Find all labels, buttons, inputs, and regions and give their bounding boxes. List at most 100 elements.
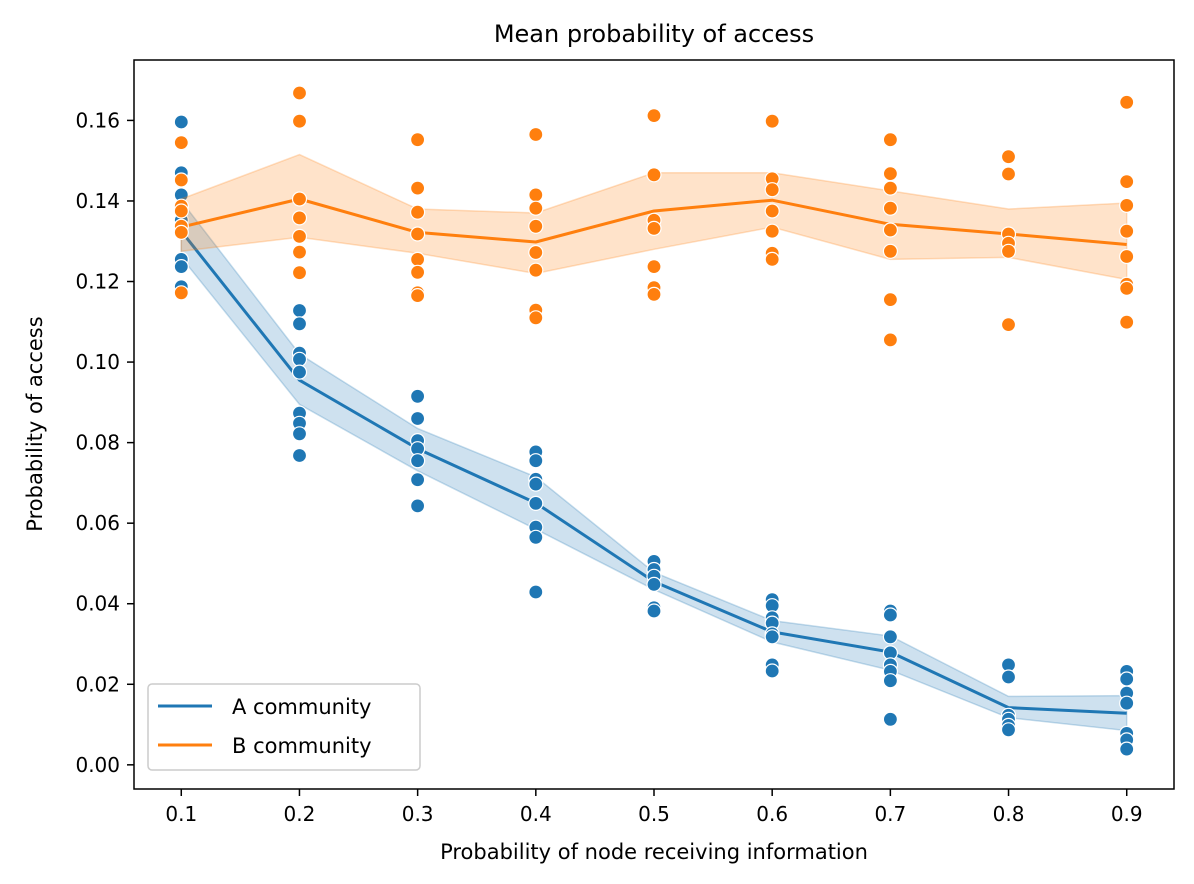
data-point-b-community — [528, 310, 544, 326]
data-point-a-community — [528, 476, 544, 492]
data-point-a-community — [764, 629, 780, 645]
data-point-b-community — [882, 243, 899, 259]
data-point-b-community — [410, 180, 426, 196]
x-tick-label: 0.3 — [402, 802, 434, 826]
data-point-a-community — [291, 302, 308, 319]
data-point-b-community — [646, 286, 662, 302]
y-tick-label: 0.16 — [75, 108, 120, 132]
data-point-b-community — [882, 222, 899, 238]
data-point-a-community — [1000, 722, 1017, 738]
data-point-b-community — [291, 210, 308, 226]
data-point-b-community — [410, 251, 426, 267]
data-point-b-community — [173, 172, 189, 188]
data-point-a-community — [291, 447, 308, 464]
y-tick-label: 0.08 — [75, 431, 120, 455]
data-point-a-community — [1000, 669, 1017, 685]
y-tick-label: 0.14 — [75, 189, 120, 213]
data-point-b-community — [528, 262, 544, 278]
data-point-a-community — [882, 673, 899, 689]
data-point-b-community — [1119, 280, 1135, 296]
data-point-b-community — [291, 85, 308, 101]
data-point-b-community — [1119, 314, 1135, 330]
data-point-b-community — [882, 180, 899, 196]
data-point-b-community — [1000, 166, 1017, 182]
data-point-a-community — [173, 114, 189, 130]
legend: A community B community — [147, 683, 421, 771]
data-point-a-community — [882, 711, 899, 727]
data-point-b-community — [882, 332, 899, 348]
legend-label-b-community: B community — [232, 734, 372, 758]
x-tick-label: 0.5 — [638, 802, 670, 826]
mean-line-b-community — [180, 197, 1127, 246]
data-point-b-community — [528, 218, 544, 234]
data-point-b-community — [764, 113, 780, 129]
data-point-a-community — [410, 388, 426, 404]
data-point-b-community — [882, 200, 899, 216]
data-point-b-community — [173, 285, 189, 301]
x-tick-label: 0.6 — [756, 802, 788, 826]
data-point-a-community — [528, 584, 544, 600]
data-point-a-community — [882, 607, 899, 623]
data-point-a-community — [764, 663, 780, 679]
data-point-a-community — [291, 426, 308, 442]
y-axis-label: Probability of access — [23, 316, 47, 531]
data-point-b-community — [173, 224, 189, 240]
x-tick-label: 0.7 — [874, 802, 906, 826]
data-point-b-community — [291, 113, 308, 129]
data-point-b-community — [528, 244, 544, 261]
data-point-a-community — [410, 498, 426, 514]
x-tick-label: 0.8 — [993, 802, 1025, 826]
data-point-b-community — [646, 107, 662, 124]
data-point-b-community — [291, 265, 308, 281]
y-tick-label: 0.04 — [75, 592, 120, 616]
x-tick-label: 0.4 — [520, 802, 552, 826]
data-point-b-community — [173, 135, 189, 151]
chart-title: Mean probability of access — [494, 20, 814, 48]
legend-box — [147, 683, 421, 771]
data-point-b-community — [1119, 197, 1135, 213]
data-point-b-community — [1119, 223, 1135, 239]
data-point-b-community — [764, 223, 780, 239]
data-point-b-community — [410, 132, 426, 148]
data-point-b-community — [646, 259, 662, 275]
data-point-a-community — [646, 576, 662, 593]
series-b-community — [173, 85, 1135, 348]
x-tick-label: 0.9 — [1111, 802, 1143, 826]
data-point-b-community — [764, 182, 780, 198]
data-point-b-community — [764, 203, 780, 219]
data-point-b-community — [291, 244, 308, 260]
data-point-b-community — [1119, 94, 1135, 110]
data-point-a-community — [1119, 741, 1135, 757]
legend-label-a-community: A community — [232, 695, 371, 719]
data-point-b-community — [410, 226, 426, 242]
data-point-a-community — [528, 529, 544, 545]
data-point-b-community — [764, 251, 780, 267]
y-tick-label: 0.12 — [75, 270, 120, 294]
data-point-b-community — [882, 292, 899, 308]
data-point-b-community — [646, 167, 662, 183]
y-tick-label: 0.02 — [75, 672, 120, 696]
data-point-a-community — [882, 629, 899, 645]
axis-ticks: 0.1 0.2 0.3 0.4 0.5 0.6 0.7 0.8 0.9 0.00 0.02 0.04 0… — [75, 108, 1142, 826]
data-point-b-community — [528, 187, 544, 203]
y-tick-label: 0.10 — [75, 350, 120, 374]
data-point-a-community — [410, 410, 426, 427]
data-point-a-community — [646, 603, 662, 619]
data-point-b-community — [528, 126, 544, 143]
data-point-a-community — [1119, 671, 1135, 687]
data-point-a-community — [291, 316, 308, 332]
data-point-a-community — [410, 453, 426, 469]
data-point-b-community — [173, 203, 189, 219]
y-tick-label: 0.00 — [75, 753, 120, 777]
y-tick-label: 0.06 — [75, 511, 120, 535]
data-point-b-community — [410, 204, 426, 220]
data-point-b-community — [1000, 317, 1017, 333]
x-tick-label: 0.2 — [284, 802, 316, 826]
data-point-b-community — [1119, 174, 1135, 190]
data-point-a-community — [173, 259, 189, 275]
data-point-b-community — [410, 288, 426, 304]
data-point-a-community — [1119, 695, 1135, 711]
data-point-b-community — [882, 132, 899, 148]
series-a-community — [173, 114, 1135, 757]
plot-area — [173, 85, 1135, 757]
